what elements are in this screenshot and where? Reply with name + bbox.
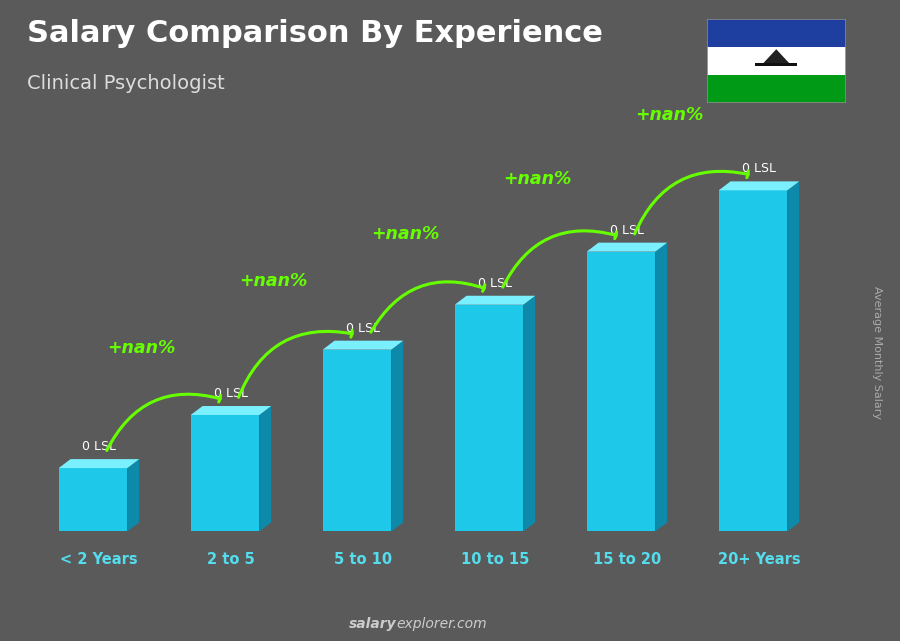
Polygon shape	[587, 243, 667, 252]
Polygon shape	[127, 459, 140, 531]
Text: 10 to 15: 10 to 15	[461, 552, 529, 567]
Polygon shape	[655, 243, 667, 531]
Text: +nan%: +nan%	[239, 272, 308, 290]
Text: Salary Comparison By Experience: Salary Comparison By Experience	[27, 19, 603, 48]
Polygon shape	[191, 415, 259, 531]
Polygon shape	[587, 252, 655, 531]
Text: salary: salary	[348, 617, 396, 631]
Polygon shape	[523, 296, 536, 531]
Polygon shape	[755, 63, 797, 66]
Text: 15 to 20: 15 to 20	[593, 552, 662, 567]
Bar	[706, 47, 846, 75]
Text: Average Monthly Salary: Average Monthly Salary	[872, 286, 883, 419]
Text: 0 LSL: 0 LSL	[82, 440, 116, 453]
Text: +nan%: +nan%	[503, 169, 572, 188]
Polygon shape	[454, 304, 523, 531]
Text: +nan%: +nan%	[635, 106, 704, 124]
Polygon shape	[58, 468, 127, 531]
Text: 0 LSL: 0 LSL	[346, 322, 380, 335]
Polygon shape	[259, 406, 271, 531]
Polygon shape	[762, 49, 790, 64]
Text: 0 LSL: 0 LSL	[610, 224, 644, 237]
Text: Clinical Psychologist: Clinical Psychologist	[27, 74, 225, 93]
Text: 5 to 10: 5 to 10	[334, 552, 392, 567]
Text: +nan%: +nan%	[107, 339, 176, 357]
Polygon shape	[58, 459, 140, 468]
Polygon shape	[719, 190, 788, 531]
Polygon shape	[392, 340, 403, 531]
Polygon shape	[323, 340, 403, 349]
Polygon shape	[323, 349, 392, 531]
Polygon shape	[719, 181, 799, 190]
Text: 0 LSL: 0 LSL	[478, 277, 512, 290]
Polygon shape	[454, 296, 536, 304]
Bar	[706, 19, 846, 47]
Text: +nan%: +nan%	[371, 224, 439, 243]
Text: 2 to 5: 2 to 5	[207, 552, 255, 567]
Polygon shape	[191, 406, 271, 415]
Text: < 2 Years: < 2 Years	[60, 552, 138, 567]
Bar	[706, 75, 846, 103]
Text: explorer.com: explorer.com	[396, 617, 487, 631]
Text: 0 LSL: 0 LSL	[214, 387, 248, 400]
Text: 0 LSL: 0 LSL	[742, 162, 776, 175]
Text: 20+ Years: 20+ Years	[717, 552, 800, 567]
Polygon shape	[788, 181, 799, 531]
